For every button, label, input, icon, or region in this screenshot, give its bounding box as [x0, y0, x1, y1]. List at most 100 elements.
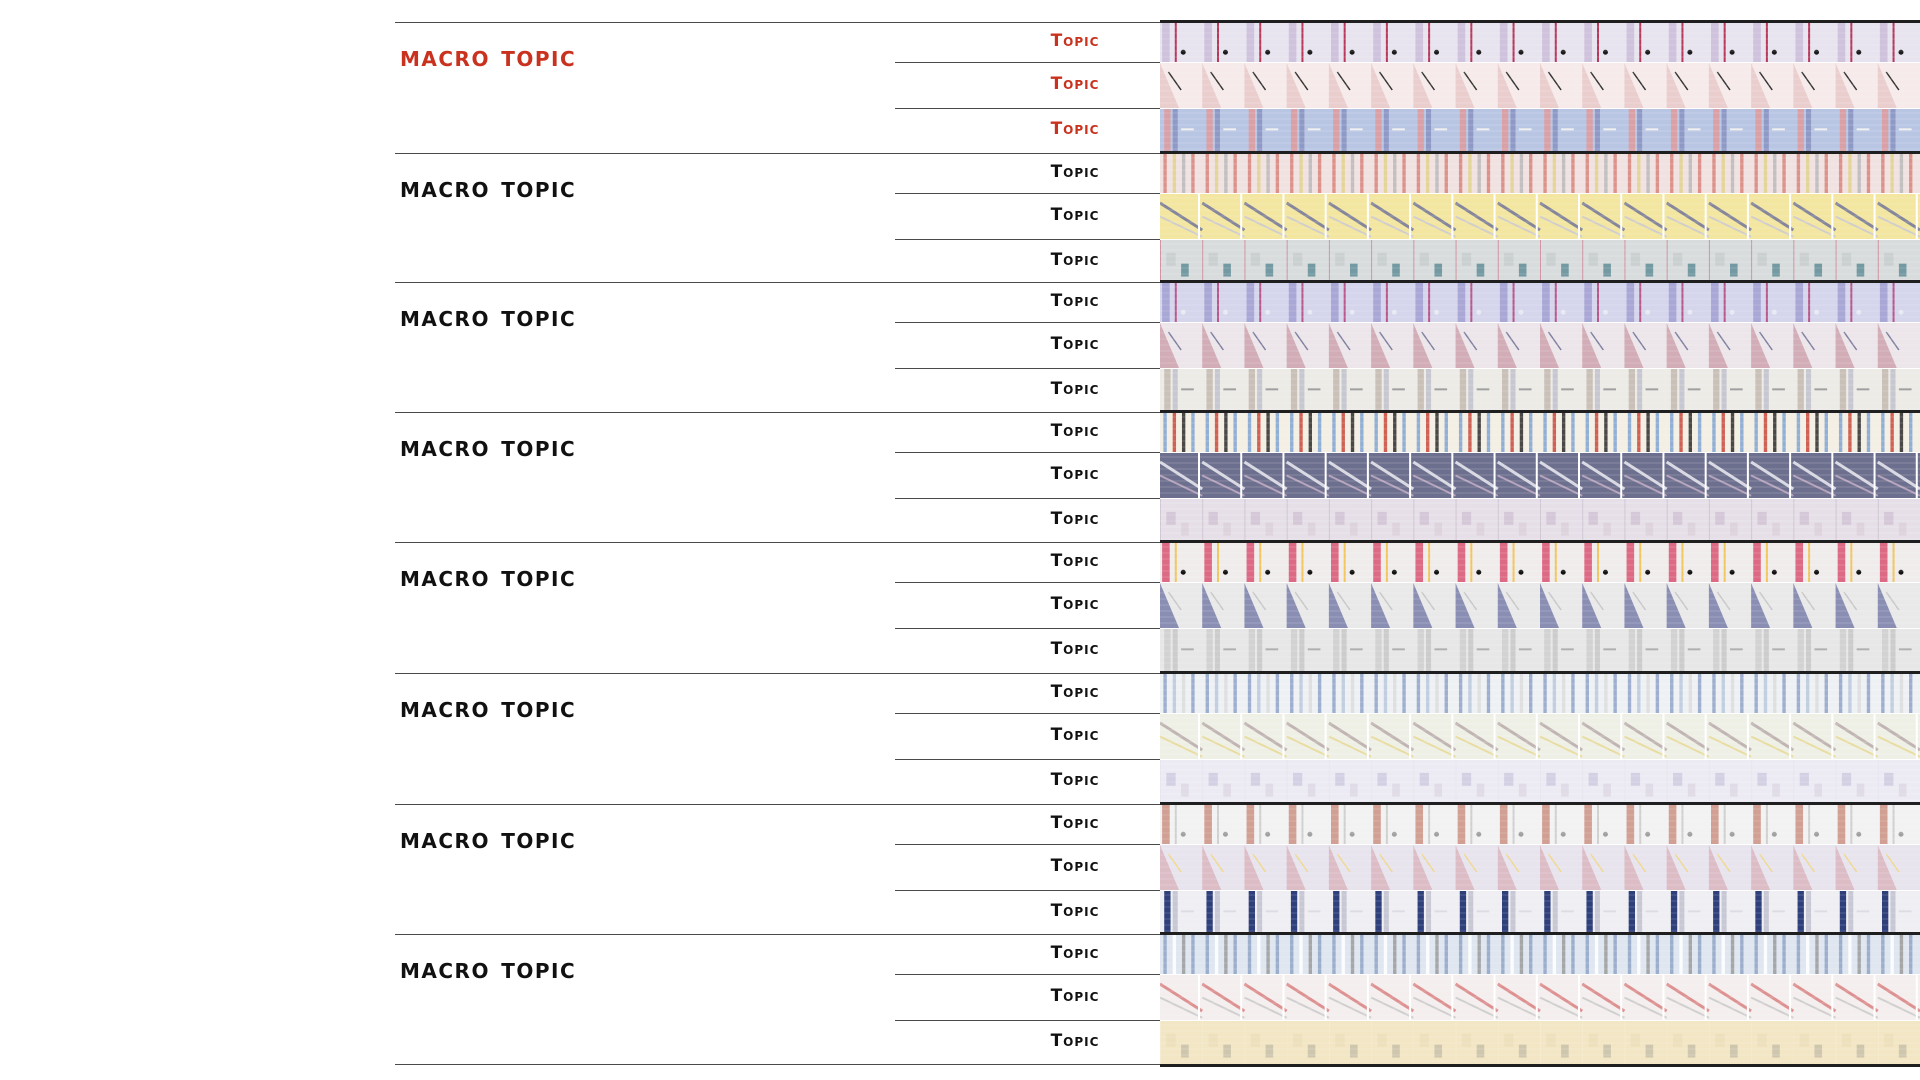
- pattern-bar: [1257, 935, 1261, 974]
- pattern-line: [1835, 1021, 1837, 1064]
- topic-pattern-strip[interactable]: [1160, 629, 1920, 672]
- topic-pattern-strip[interactable]: [1160, 583, 1920, 628]
- topic-label[interactable]: Topic: [1050, 509, 1100, 529]
- topic-label[interactable]: Topic: [1050, 291, 1100, 311]
- topic-pattern-strip[interactable]: [1160, 23, 1920, 62]
- pattern-block: [1814, 783, 1823, 797]
- topic-label[interactable]: Topic: [1050, 901, 1100, 921]
- topic-label[interactable]: Topic: [1050, 594, 1100, 614]
- topic-label[interactable]: Topic: [1050, 334, 1100, 354]
- pattern-bar: [1246, 283, 1255, 322]
- pattern-dot: [1518, 309, 1524, 315]
- pattern-line: [1497, 760, 1499, 803]
- pattern-bar: [1529, 935, 1533, 974]
- pattern-line: [1259, 805, 1262, 844]
- pattern-bar: [1332, 413, 1336, 452]
- group-divider: [395, 153, 1160, 154]
- topic-pattern-strip[interactable]: [1160, 154, 1920, 193]
- topic-label[interactable]: Topic: [1050, 856, 1100, 876]
- pattern-bar: [1416, 413, 1421, 452]
- topic-pattern-strip[interactable]: [1160, 240, 1920, 283]
- pattern-stroke: [1160, 721, 1204, 752]
- topic-pattern-strip[interactable]: [1160, 805, 1920, 844]
- topic-pattern-strip[interactable]: [1160, 109, 1920, 152]
- topic-label[interactable]: Topic: [1050, 682, 1100, 702]
- topic-pattern-strip[interactable]: [1160, 413, 1920, 452]
- topic-pattern-strip[interactable]: [1160, 283, 1920, 322]
- macro-topic-label[interactable]: Macro Topic: [400, 560, 577, 593]
- topic-pattern-strip[interactable]: [1160, 891, 1920, 934]
- topic-pattern-strip[interactable]: [1160, 543, 1920, 582]
- topic-pattern-strip[interactable]: [1160, 760, 1920, 803]
- topic-pattern-strip[interactable]: [1160, 714, 1920, 759]
- pattern-block: [1223, 783, 1231, 797]
- pattern-line: [1282, 194, 1285, 239]
- pattern-dash: [1603, 128, 1616, 131]
- topic-label[interactable]: Topic: [1050, 421, 1100, 441]
- topic-pattern-strip[interactable]: [1160, 845, 1920, 890]
- topic-label[interactable]: Topic: [1050, 74, 1100, 94]
- topic-label[interactable]: Topic: [1050, 379, 1100, 399]
- macro-topic-label[interactable]: Macro Topic: [400, 691, 577, 724]
- pattern-block: [1250, 252, 1261, 266]
- pattern-bar: [1753, 543, 1761, 582]
- pattern-stroke: [1750, 474, 1794, 497]
- pattern-block: [1307, 522, 1316, 536]
- topic-label[interactable]: Topic: [1050, 205, 1100, 225]
- topic-pattern-strip[interactable]: [1160, 975, 1920, 1020]
- topic-label[interactable]: Topic: [1050, 770, 1100, 790]
- pattern-stroke: [1539, 982, 1584, 1013]
- pattern-line: [1704, 194, 1707, 239]
- pattern-bar: [1317, 935, 1322, 974]
- pattern-line: [1624, 760, 1626, 803]
- topic-label[interactable]: Topic: [1050, 31, 1100, 51]
- topic-pattern-strip[interactable]: [1160, 323, 1920, 368]
- macro-topic-label[interactable]: Macro Topic: [400, 952, 577, 985]
- pattern-dot: [1814, 831, 1820, 837]
- topic-label[interactable]: Topic: [1050, 162, 1100, 182]
- topic-label[interactable]: Topic: [1050, 813, 1100, 833]
- pattern-triangle: [1624, 323, 1644, 368]
- pattern-bar: [1331, 543, 1339, 582]
- macro-topic-label[interactable]: Macro Topic: [400, 40, 577, 73]
- pattern-line: [1202, 1021, 1204, 1064]
- macro-topic-label[interactable]: Macro Topic: [400, 171, 577, 204]
- pattern-bar: [1628, 109, 1635, 152]
- topic-pattern-strip[interactable]: [1160, 1021, 1920, 1064]
- pattern-stroke: [1285, 982, 1330, 1013]
- group-divider: [395, 542, 1160, 543]
- macro-topic-label[interactable]: Macro Topic: [400, 822, 577, 855]
- topic-pattern-strip[interactable]: [1160, 674, 1920, 713]
- topic-pattern-strip[interactable]: [1160, 369, 1920, 412]
- pattern-line: [1202, 240, 1204, 283]
- pattern-block: [1250, 511, 1261, 525]
- pattern-block: [1799, 772, 1809, 786]
- topic-pattern-strip[interactable]: [1160, 935, 1920, 974]
- topic-label[interactable]: Topic: [1050, 943, 1100, 963]
- macro-topic-label[interactable]: Macro Topic: [400, 300, 577, 333]
- pattern-line: [1582, 499, 1584, 542]
- topic-label[interactable]: Topic: [1050, 639, 1100, 659]
- topic-label[interactable]: Topic: [1050, 551, 1100, 571]
- topic-label[interactable]: Topic: [1050, 1031, 1100, 1051]
- topic-pattern-strip[interactable]: [1160, 63, 1920, 108]
- pattern-dot: [1265, 309, 1271, 315]
- pattern-stroke: [1624, 215, 1668, 238]
- pattern-bar: [1763, 413, 1768, 452]
- topic-pattern-strip[interactable]: [1160, 453, 1920, 498]
- macro-topic-label[interactable]: Macro Topic: [400, 430, 577, 463]
- pattern-bar: [1266, 935, 1270, 974]
- topic-pattern-strip[interactable]: [1160, 194, 1920, 239]
- topic-label[interactable]: Topic: [1050, 725, 1100, 745]
- topic-label[interactable]: Topic: [1050, 986, 1100, 1006]
- pattern-block: [1307, 783, 1316, 797]
- pattern-stroke: [1463, 331, 1478, 351]
- topic-label[interactable]: Topic: [1050, 250, 1100, 270]
- topic-pattern-strip[interactable]: [1160, 499, 1920, 542]
- topic-label[interactable]: Topic: [1050, 464, 1100, 484]
- topic-label[interactable]: Topic: [1050, 119, 1100, 139]
- pattern-line: [1409, 194, 1412, 239]
- pattern-bar: [1275, 413, 1280, 452]
- pattern-stroke: [1716, 853, 1731, 873]
- pattern-stroke: [1885, 331, 1900, 351]
